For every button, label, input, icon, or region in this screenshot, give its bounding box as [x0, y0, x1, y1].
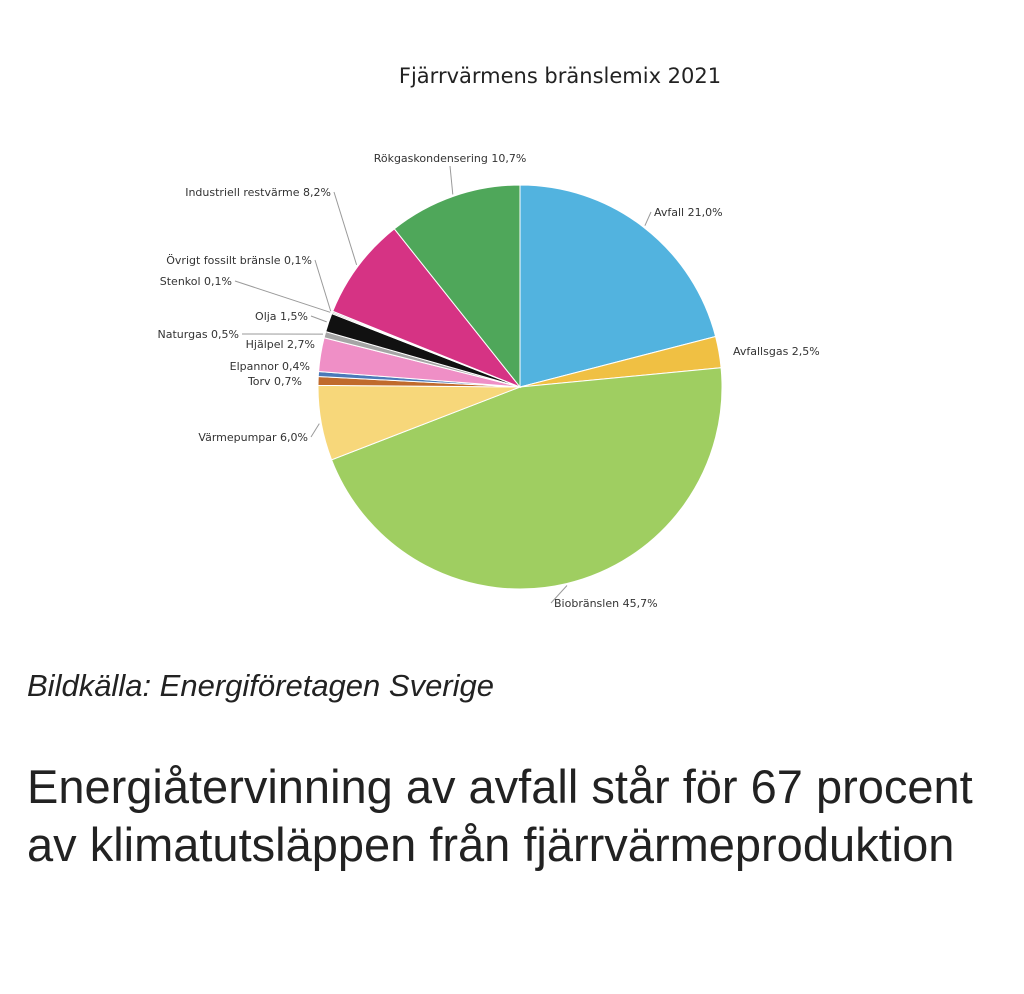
slice-label-6: Elpannor 0,4%: [230, 360, 310, 373]
pie-slice-12: [332, 228, 522, 389]
leader-line-13: [449, 165, 454, 195]
image-source-caption: Bildkälla: Energiföretagen Sverige: [27, 668, 494, 703]
slice-label-5: Torv 0,7%: [247, 375, 302, 388]
pie-chart: Fjärrvärmens bränslemix 2021 Avfall 21,0…: [158, 64, 820, 610]
slice-label-4: Värmepumpar 6,0%: [198, 431, 308, 444]
slice-label-9: Olja 1,5%: [255, 310, 308, 323]
article-headline: Energiåtervinning av avfall står för 67 …: [27, 760, 973, 871]
pie-slice-13: [393, 184, 521, 389]
leader-line-11: [314, 259, 332, 312]
pie-slices: [317, 184, 723, 590]
leader-line-9: [310, 315, 327, 323]
leader-line-1: [644, 211, 652, 226]
slice-label-2: Avfallsgas 2,5%: [733, 345, 820, 358]
leader-line-10: [234, 280, 331, 313]
slice-label-7: Hjälpel 2,7%: [246, 338, 315, 351]
slice-label-1: Avfall 21,0%: [654, 206, 723, 219]
chart-title: Fjärrvärmens bränslemix 2021: [399, 64, 721, 88]
slice-label-12: Industriell restvärme 8,2%: [185, 186, 331, 199]
leader-line-4: [310, 423, 320, 438]
slice-labels: Avfall 21,0% Avfallsgas 2,5% Biobränslen 4…: [158, 152, 820, 610]
leader-line-12: [333, 191, 358, 266]
pie-slice-3: [330, 367, 723, 590]
pie-slice-1: [519, 184, 717, 388]
slice-label-11: Övrigt fossilt bränsle 0,1%: [166, 254, 312, 267]
pie-chart-svg: Fjärrvärmens bränslemix 2021 Avfall 21,0…: [158, 64, 820, 610]
slice-label-8: Naturgas 0,5%: [158, 328, 239, 341]
slice-label-10: Stenkol 0,1%: [160, 275, 232, 288]
slice-label-3: Biobränslen 45,7%: [554, 597, 658, 610]
slice-label-13: Rökgaskondensering 10,7%: [374, 152, 527, 165]
leader-lines: [234, 165, 652, 604]
leader-line-3: [550, 585, 568, 604]
